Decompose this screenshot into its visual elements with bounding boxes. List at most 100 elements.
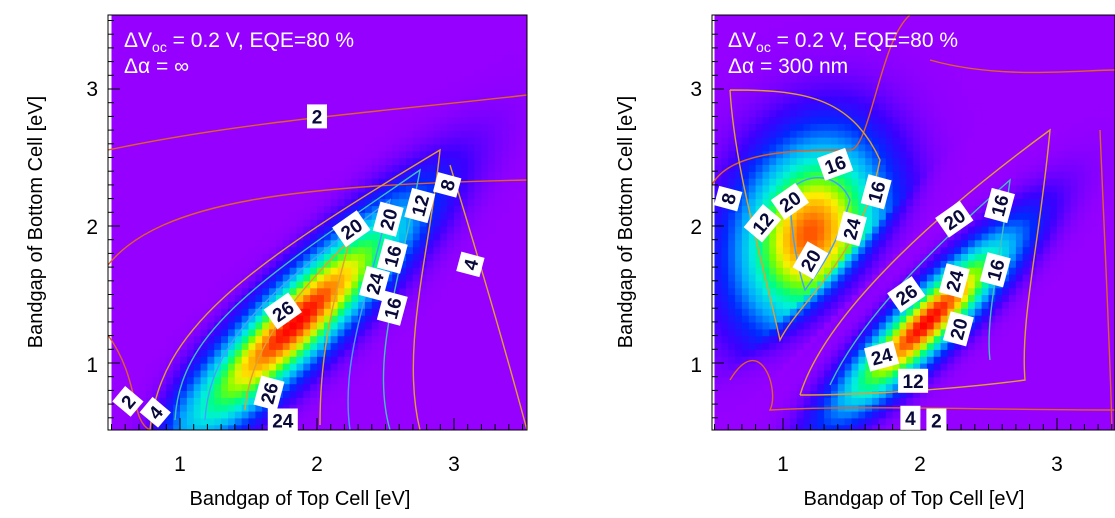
heatmap-cell xyxy=(392,424,400,430)
heatmap-cell xyxy=(817,191,825,200)
heatmap-cell xyxy=(817,123,825,131)
heatmap-cell xyxy=(166,143,174,152)
heatmap-cell xyxy=(138,130,147,138)
heatmap-cell xyxy=(200,34,209,42)
heatmap-cell xyxy=(837,321,846,330)
heatmap-cell xyxy=(508,89,517,97)
heatmap-cell xyxy=(776,109,784,118)
heatmap-cell xyxy=(721,287,729,296)
heatmap-cell xyxy=(234,369,243,378)
heatmap-cell xyxy=(824,253,832,261)
heatmap-cell xyxy=(323,89,332,97)
heatmap-cell xyxy=(296,150,304,159)
heatmap-cell xyxy=(365,232,373,241)
heatmap-cell xyxy=(762,157,770,165)
heatmap-cell xyxy=(241,157,250,165)
heatmap-cell xyxy=(803,356,812,364)
heatmap-cell xyxy=(433,369,441,378)
heatmap-cell xyxy=(817,95,825,104)
heatmap-cell xyxy=(159,239,167,248)
heatmap-cell xyxy=(323,150,332,159)
heatmap-cell xyxy=(214,226,222,234)
heatmap-cell xyxy=(440,41,448,49)
heatmap-cell xyxy=(207,342,215,350)
heatmap-cell xyxy=(255,294,263,302)
heatmap-cell xyxy=(488,130,496,138)
heatmap-cell xyxy=(289,150,298,159)
heatmap-cell xyxy=(392,130,400,138)
heatmap-cell xyxy=(714,226,722,234)
heatmap-cell xyxy=(330,157,339,165)
heatmap-cell xyxy=(392,335,400,344)
heatmap-cell xyxy=(741,137,750,145)
heatmap-cell xyxy=(138,184,147,193)
heatmap-cell xyxy=(824,280,832,289)
heatmap-cell xyxy=(358,239,366,248)
heatmap-cell xyxy=(180,54,188,63)
heatmap-cell xyxy=(180,34,188,42)
heatmap-cell xyxy=(125,417,133,426)
heatmap-cell xyxy=(337,102,346,111)
heatmap-cell xyxy=(214,178,222,186)
heatmap-cell xyxy=(337,41,346,49)
heatmap-cell xyxy=(817,356,825,364)
heatmap-cell xyxy=(132,15,140,22)
heatmap-cell xyxy=(522,410,527,419)
heatmap-cell xyxy=(810,335,818,344)
heatmap-cell xyxy=(741,150,750,159)
heatmap-cell xyxy=(173,417,181,426)
heatmap-cell xyxy=(385,150,393,159)
heatmap-cell xyxy=(159,267,167,275)
heatmap-cell xyxy=(508,287,517,296)
heatmap-cell xyxy=(207,294,215,302)
heatmap-cell xyxy=(317,315,325,323)
heatmap-cell xyxy=(412,239,421,248)
heatmap-cell xyxy=(762,89,770,97)
heatmap-cell xyxy=(810,397,818,405)
heatmap-cell xyxy=(769,315,777,323)
heatmap-cell xyxy=(419,246,428,254)
heatmap-cell xyxy=(755,342,764,350)
heatmap-cell xyxy=(365,417,373,426)
heatmap-cell xyxy=(317,68,325,76)
heatmap-cell xyxy=(831,226,839,234)
heatmap-cell xyxy=(337,404,346,412)
heatmap-cell xyxy=(837,212,846,220)
heatmap-cell xyxy=(228,226,236,234)
heatmap-cell xyxy=(495,376,503,385)
heatmap-cell xyxy=(522,287,527,296)
heatmap-cell xyxy=(769,178,777,186)
heatmap-cell xyxy=(200,294,209,302)
heatmap-cell xyxy=(193,424,202,430)
heatmap-cell xyxy=(186,95,195,104)
heatmap-cell xyxy=(371,75,380,83)
heatmap-cell xyxy=(125,89,133,97)
heatmap-cell xyxy=(378,143,387,152)
heatmap-cell xyxy=(406,15,414,22)
heatmap-cell xyxy=(317,137,325,145)
heatmap-cell xyxy=(508,390,517,398)
heatmap-cell xyxy=(118,137,126,145)
heatmap-cell xyxy=(310,205,318,213)
heatmap-cell xyxy=(145,130,154,138)
heatmap-cell xyxy=(399,267,407,275)
heatmap-cell xyxy=(344,321,352,330)
heatmap-cell xyxy=(193,226,202,234)
heatmap-cell xyxy=(132,363,140,371)
heatmap-cell xyxy=(748,143,757,152)
heatmap-cell xyxy=(166,54,174,63)
heatmap-cell xyxy=(337,143,346,152)
heatmap-cell xyxy=(495,68,503,76)
heatmap-cell xyxy=(111,178,119,186)
heatmap-cell xyxy=(741,130,750,138)
heatmap-cell xyxy=(454,68,462,76)
heatmap-cell xyxy=(351,321,359,330)
heatmap-cell xyxy=(440,349,448,357)
heatmap-cell xyxy=(426,116,435,124)
heatmap-cell xyxy=(803,82,812,90)
heatmap-cell xyxy=(447,239,455,248)
heatmap-cell xyxy=(228,404,236,412)
heatmap-cell xyxy=(515,301,524,309)
heatmap-cell xyxy=(789,164,798,172)
heatmap-cell xyxy=(365,150,373,159)
